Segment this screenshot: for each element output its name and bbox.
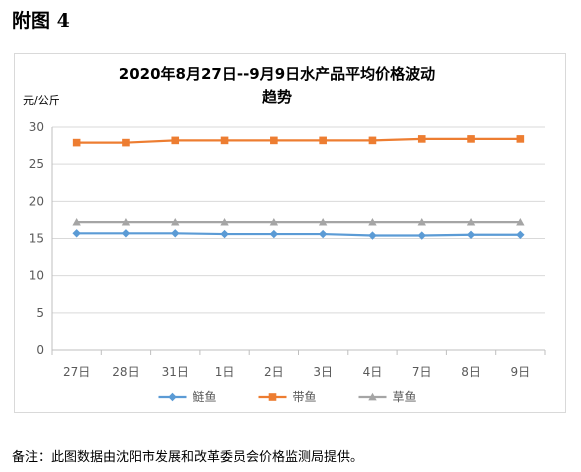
- x-tick-label: 9日: [511, 365, 531, 379]
- chart-title-line2: 趋势: [262, 88, 292, 106]
- data-point: [220, 136, 229, 145]
- x-tick-label: 2日: [264, 365, 284, 379]
- data-point: [318, 217, 328, 226]
- data-point: [122, 138, 130, 147]
- y-tick-label: 20: [29, 194, 44, 208]
- data-point: [220, 229, 229, 239]
- data-point: [516, 217, 525, 226]
- chart-frame: 2020年8月27日--9月9日水产品平均价格波动 趋势 元/公斤 0 5 10 15 20 2…: [14, 53, 566, 413]
- data-point: [368, 136, 377, 145]
- data-point: [171, 136, 180, 145]
- chart-title-line1: 2020年8月27日--9月9日水产品平均价格波动: [119, 65, 435, 83]
- x-tick-label: 4日: [363, 365, 383, 379]
- data-point: [171, 229, 180, 238]
- source-note: 备注：此图数据由沈阳市发展和改革委员会价格监测局提供。: [12, 450, 364, 465]
- legend-marker: [168, 392, 177, 402]
- series-line-1: [76, 232, 521, 237]
- x-tick-label: 8日: [461, 365, 481, 379]
- y-tick-label: 25: [29, 157, 44, 171]
- data-point: [171, 217, 180, 226]
- data-point: [269, 217, 279, 226]
- data-point: [319, 136, 327, 145]
- data-point: [121, 229, 131, 238]
- data-point: [466, 217, 476, 226]
- data-point: [368, 231, 377, 240]
- data-point: [417, 217, 426, 226]
- data-point: [516, 135, 525, 143]
- data-point: [72, 229, 81, 238]
- legend-label: 带鱼: [293, 390, 317, 404]
- legend-label: 草鱼: [393, 390, 417, 404]
- data-point: [467, 135, 475, 143]
- data-point: [72, 217, 81, 226]
- y-axis-label: 元/公斤: [23, 94, 60, 107]
- x-tick-label: 28日: [112, 365, 139, 379]
- data-point: [417, 135, 426, 143]
- y-tick-label: 15: [29, 232, 44, 246]
- figure-label: 附图 4: [12, 10, 70, 32]
- data-point: [466, 230, 476, 239]
- y-tick-label: 0: [36, 343, 44, 357]
- legend-label: 鲢鱼: [193, 389, 217, 404]
- data-point: [269, 229, 279, 239]
- legend-marker: [268, 393, 277, 401]
- x-tick-label: 31日: [162, 365, 189, 379]
- data-point: [220, 217, 229, 226]
- data-point: [318, 229, 328, 239]
- y-tick-label: 5: [36, 306, 44, 320]
- legend-marker: [368, 392, 377, 401]
- y-tick-label: 10: [29, 269, 44, 283]
- data-point: [121, 217, 131, 226]
- x-tick-label: 7日: [412, 365, 432, 379]
- data-point: [417, 231, 426, 240]
- x-tick-label: 27日: [63, 365, 90, 379]
- series-line-2: [76, 137, 521, 144]
- x-tick-label: 3日: [313, 365, 333, 379]
- data-point: [516, 230, 525, 239]
- x-tick-label: 1日: [215, 365, 235, 379]
- y-tick-label: 30: [29, 120, 44, 134]
- data-point: [72, 138, 81, 147]
- data-point: [368, 217, 377, 226]
- data-point: [270, 136, 278, 145]
